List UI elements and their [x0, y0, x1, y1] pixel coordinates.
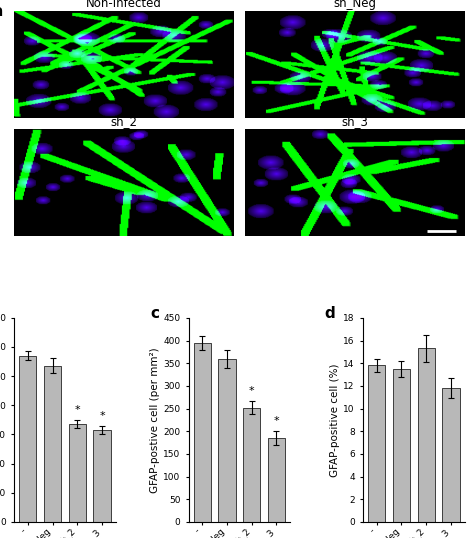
Bar	[219, 359, 236, 522]
Text: *: *	[273, 416, 279, 426]
Bar	[93, 430, 111, 522]
Bar	[193, 343, 211, 522]
Title: Non-infected: Non-infected	[86, 0, 162, 10]
Bar	[368, 365, 385, 522]
Bar	[19, 356, 36, 522]
Title: sh_2: sh_2	[110, 115, 137, 128]
Bar	[69, 424, 86, 522]
Text: d: d	[325, 306, 335, 321]
Bar	[393, 369, 410, 522]
Text: *: *	[99, 411, 105, 421]
Bar	[243, 408, 260, 522]
Bar	[268, 438, 285, 522]
Bar	[44, 366, 61, 522]
Text: c: c	[150, 306, 159, 321]
Y-axis label: GFAP-positive cell (%): GFAP-positive cell (%)	[330, 363, 340, 477]
Text: *: *	[249, 386, 255, 396]
Title: sh_Neg: sh_Neg	[333, 0, 376, 10]
Text: *: *	[74, 405, 80, 415]
Bar	[418, 349, 435, 522]
Bar	[442, 388, 460, 522]
Title: sh_3: sh_3	[341, 115, 368, 128]
Y-axis label: GFAP-postive cell (per mm²): GFAP-postive cell (per mm²)	[150, 347, 160, 493]
Text: a: a	[0, 4, 3, 19]
